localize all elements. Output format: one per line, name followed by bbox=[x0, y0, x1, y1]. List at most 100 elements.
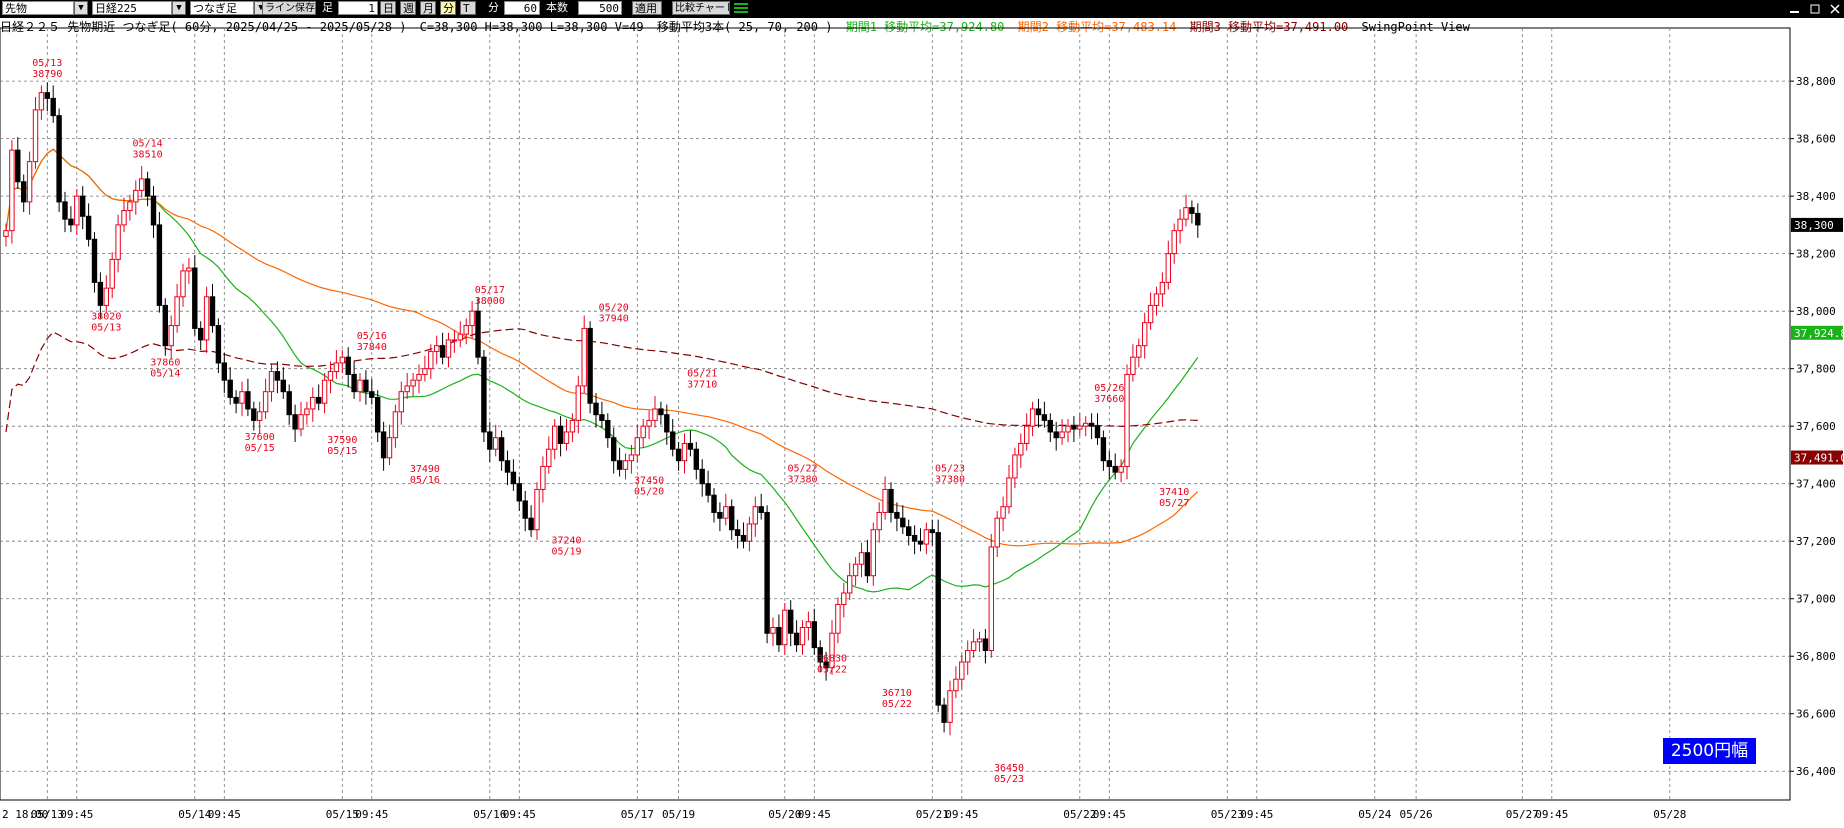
candle-body bbox=[144, 178, 151, 197]
candle-body bbox=[982, 638, 989, 651]
swing-price-label: 38510 bbox=[133, 150, 163, 161]
y-tick-label: 38,600 bbox=[1796, 133, 1836, 146]
x-tick-label: 05/14 bbox=[178, 808, 211, 821]
trend-icon[interactable] bbox=[734, 1, 750, 15]
candle-body bbox=[847, 575, 853, 594]
swing-price-label: 36710 bbox=[882, 688, 912, 699]
candle-body bbox=[528, 517, 534, 531]
candle-body bbox=[587, 327, 593, 404]
week-button[interactable]: 週 bbox=[400, 1, 416, 15]
minutes-input[interactable]: 60 bbox=[504, 1, 540, 15]
close-icon[interactable] bbox=[1828, 3, 1842, 15]
swingpoint-label: SwingPoint View bbox=[1361, 20, 1470, 34]
candle-body bbox=[245, 391, 251, 410]
market-select[interactable]: 先物 bbox=[2, 1, 74, 15]
index-dropdown-icon[interactable]: ▼ bbox=[172, 1, 186, 15]
swing-date-label: 05/16 bbox=[357, 331, 387, 342]
candle-body bbox=[664, 414, 670, 433]
candle-body bbox=[658, 408, 664, 416]
x-tick-label: 05/17 bbox=[621, 808, 654, 821]
candle-body bbox=[493, 437, 499, 450]
ma3-readout: 期間3 移動平均=37,491.00 bbox=[1189, 20, 1349, 34]
ashi-input[interactable]: 1 bbox=[338, 1, 378, 15]
candle-body bbox=[1153, 293, 1160, 306]
candle-body bbox=[481, 356, 487, 433]
minute-button[interactable]: 分 bbox=[440, 1, 456, 15]
swing-price-label: 36450 bbox=[994, 763, 1024, 774]
x-tick-label: 05/23 bbox=[1211, 808, 1244, 821]
candle-body bbox=[3, 230, 9, 237]
candle-body bbox=[404, 385, 410, 393]
y-tick-label: 37,800 bbox=[1796, 363, 1836, 376]
mode-select[interactable]: つなぎ足 bbox=[190, 1, 254, 15]
candle-body bbox=[85, 215, 92, 240]
candle-body bbox=[616, 460, 623, 470]
candle-body bbox=[935, 532, 941, 706]
y-tick-label: 38,000 bbox=[1796, 305, 1836, 318]
candle-body bbox=[711, 494, 717, 513]
candle-body bbox=[593, 402, 599, 416]
swing-price-label: 38000 bbox=[475, 296, 505, 307]
x-tick-label: 05/22 bbox=[1063, 808, 1096, 821]
candle-body bbox=[262, 391, 269, 413]
candle-body bbox=[510, 471, 517, 485]
candle-body bbox=[475, 310, 481, 358]
candle-body bbox=[817, 647, 823, 663]
apply-button[interactable]: 適用 bbox=[632, 1, 662, 15]
candle-body bbox=[1006, 477, 1012, 508]
candle-body bbox=[994, 517, 1000, 548]
day-button[interactable]: 日 bbox=[380, 1, 396, 15]
candle-body bbox=[487, 431, 493, 450]
y-tick-label: 38,200 bbox=[1796, 248, 1836, 261]
month-button[interactable]: 月 bbox=[420, 1, 436, 15]
candle-body bbox=[1106, 460, 1112, 467]
market-dropdown-icon[interactable]: ▼ bbox=[74, 1, 88, 15]
index-select[interactable]: 日経225 bbox=[92, 1, 172, 15]
swing-price-label: 37240 bbox=[551, 536, 581, 547]
x-tick-label: 05/24 bbox=[1358, 808, 1391, 821]
restore-icon[interactable] bbox=[1808, 3, 1822, 15]
candle-body bbox=[68, 218, 74, 226]
candle-body bbox=[776, 626, 782, 646]
count-label: 本数 bbox=[546, 1, 568, 14]
y-tick-label: 36,800 bbox=[1796, 650, 1836, 663]
candle-body bbox=[882, 488, 888, 513]
candle-body bbox=[965, 649, 971, 663]
candle-body bbox=[852, 563, 859, 577]
candle-body bbox=[699, 468, 705, 485]
range-badge: 2500円幅 bbox=[1663, 738, 1756, 764]
candle-body bbox=[97, 281, 104, 306]
candle-body bbox=[1059, 431, 1065, 439]
ma-info: 移動平均3本( 25, 70, 200 ) bbox=[656, 20, 833, 34]
candle-body bbox=[257, 411, 263, 421]
count-input[interactable]: 500 bbox=[578, 1, 622, 15]
candle-body bbox=[316, 396, 322, 404]
candle-body bbox=[386, 437, 393, 459]
candle-body bbox=[1029, 408, 1036, 427]
candle-body bbox=[80, 195, 86, 217]
x-tick-label: 09:45 bbox=[208, 808, 241, 821]
swing-price-label: 37600 bbox=[245, 432, 275, 443]
candle-body bbox=[133, 189, 139, 203]
candle-body bbox=[670, 431, 676, 450]
candle-body bbox=[139, 178, 145, 191]
tick-button[interactable]: T bbox=[460, 1, 476, 15]
minimize-icon[interactable] bbox=[1788, 3, 1802, 15]
compare-chart-button[interactable]: 比較チャート bbox=[672, 1, 730, 15]
save-line-button[interactable]: ライン保存 bbox=[262, 1, 316, 15]
candle-body bbox=[911, 534, 918, 542]
candle-body bbox=[876, 511, 882, 531]
x-start-label: 2 18:00 bbox=[2, 808, 48, 821]
candle-body bbox=[516, 483, 522, 502]
candle-body bbox=[339, 356, 346, 364]
candle-body bbox=[799, 626, 806, 646]
candle-body bbox=[50, 97, 56, 117]
candle-body bbox=[652, 408, 658, 421]
candle-body bbox=[439, 345, 446, 358]
candle-body bbox=[44, 92, 50, 99]
swing-price-label: 37410 bbox=[1159, 487, 1189, 498]
candle-body bbox=[410, 379, 416, 387]
candle-body bbox=[611, 437, 617, 462]
candle-body bbox=[1159, 281, 1166, 295]
swing-price-label: 37940 bbox=[599, 313, 629, 324]
